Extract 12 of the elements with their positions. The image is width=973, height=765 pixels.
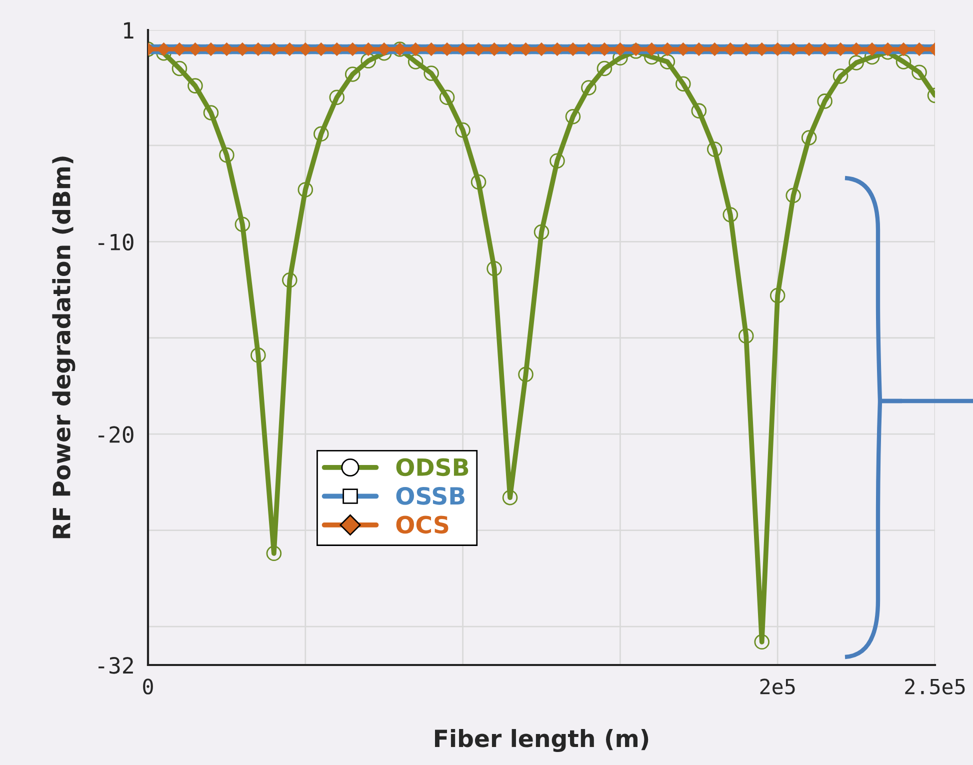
y-tick-label: -20 bbox=[98, 426, 134, 443]
legend-label: OSSB bbox=[396, 486, 464, 505]
x-tick-label: 2e5 bbox=[760, 678, 795, 694]
x-tick-label: 2.5e5 bbox=[905, 678, 965, 694]
y-tick-label: 1 bbox=[124, 22, 134, 38]
y-tick-label: -10 bbox=[98, 234, 134, 250]
legend-label: ODSB bbox=[396, 458, 468, 476]
x-axis-title: Fiber length (m) bbox=[435, 729, 648, 752]
y-axis-title: RF Power degradation (dBm) bbox=[52, 156, 76, 538]
y-tick-label: -32 bbox=[98, 657, 133, 674]
x-tick-label: 0 bbox=[143, 678, 153, 694]
legend-label: OCS bbox=[396, 516, 448, 534]
